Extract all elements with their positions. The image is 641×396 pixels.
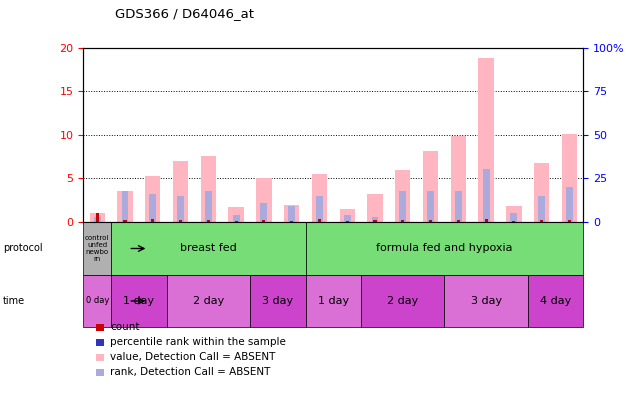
Bar bbox=[367, 194, 383, 222]
Bar bbox=[510, 213, 517, 222]
Text: count: count bbox=[110, 322, 140, 332]
Bar bbox=[312, 174, 327, 222]
Bar bbox=[374, 220, 376, 222]
Bar bbox=[528, 275, 583, 327]
Text: 2 day: 2 day bbox=[387, 296, 419, 306]
Bar bbox=[83, 222, 111, 275]
Text: GDS366 / D64046_at: GDS366 / D64046_at bbox=[115, 7, 254, 20]
Text: 4 day: 4 day bbox=[540, 296, 571, 306]
Text: 1 day: 1 day bbox=[318, 296, 349, 306]
Bar bbox=[179, 220, 182, 222]
Bar bbox=[111, 275, 167, 327]
Bar bbox=[340, 209, 355, 222]
Bar bbox=[228, 207, 244, 222]
Bar bbox=[117, 191, 133, 222]
Bar bbox=[429, 220, 432, 222]
Text: 2 day: 2 day bbox=[193, 296, 224, 306]
Bar bbox=[455, 191, 462, 222]
Bar bbox=[395, 170, 410, 222]
Bar bbox=[201, 156, 216, 222]
Bar bbox=[149, 194, 156, 222]
Bar bbox=[122, 191, 128, 222]
Bar bbox=[372, 217, 378, 222]
Bar bbox=[401, 220, 404, 222]
Text: percentile rank within the sample: percentile rank within the sample bbox=[110, 337, 286, 347]
Bar bbox=[344, 215, 351, 222]
Text: formula fed and hypoxia: formula fed and hypoxia bbox=[376, 244, 513, 253]
Bar bbox=[173, 161, 188, 222]
Text: 1 day: 1 day bbox=[123, 296, 154, 306]
Bar bbox=[361, 275, 444, 327]
Text: protocol: protocol bbox=[3, 244, 43, 253]
Bar bbox=[207, 220, 210, 222]
Bar bbox=[512, 221, 515, 222]
Bar bbox=[235, 221, 238, 222]
Bar bbox=[485, 219, 488, 222]
Bar bbox=[451, 136, 466, 222]
Bar bbox=[562, 134, 577, 222]
Bar bbox=[568, 220, 571, 222]
Text: breast fed: breast fed bbox=[180, 244, 237, 253]
Text: 0 day: 0 day bbox=[85, 297, 109, 305]
Bar bbox=[90, 213, 105, 222]
Bar bbox=[111, 222, 306, 275]
Bar bbox=[478, 58, 494, 222]
Text: time: time bbox=[3, 296, 26, 306]
Bar bbox=[290, 221, 293, 222]
Text: value, Detection Call = ABSENT: value, Detection Call = ABSENT bbox=[110, 352, 276, 362]
Bar bbox=[540, 220, 543, 222]
Bar bbox=[538, 196, 545, 222]
Bar bbox=[145, 177, 160, 222]
Text: 3 day: 3 day bbox=[262, 296, 294, 306]
Bar bbox=[566, 187, 573, 222]
Bar bbox=[256, 178, 272, 222]
Bar bbox=[316, 196, 323, 222]
Bar bbox=[205, 191, 212, 222]
Bar bbox=[260, 203, 267, 222]
Bar bbox=[306, 222, 583, 275]
Bar bbox=[151, 219, 154, 222]
Bar bbox=[94, 217, 101, 222]
Bar bbox=[284, 205, 299, 222]
Bar bbox=[345, 221, 349, 222]
Bar bbox=[124, 220, 126, 222]
Bar bbox=[250, 275, 306, 327]
Bar bbox=[399, 191, 406, 222]
Bar bbox=[306, 275, 361, 327]
Bar bbox=[318, 219, 321, 222]
Text: rank, Detection Call = ABSENT: rank, Detection Call = ABSENT bbox=[110, 367, 271, 377]
Bar bbox=[177, 196, 184, 222]
Bar bbox=[83, 275, 111, 327]
Bar bbox=[233, 215, 240, 222]
Bar bbox=[262, 220, 265, 222]
Text: 3 day: 3 day bbox=[470, 296, 502, 306]
Bar bbox=[506, 206, 522, 222]
Bar bbox=[534, 164, 549, 222]
Bar bbox=[288, 206, 295, 222]
Bar bbox=[167, 275, 250, 327]
Bar bbox=[427, 191, 434, 222]
Bar bbox=[483, 169, 490, 222]
Bar bbox=[457, 220, 460, 222]
Bar bbox=[96, 213, 99, 222]
Bar bbox=[444, 275, 528, 327]
Bar bbox=[423, 151, 438, 222]
Text: control
unfed
newbo
rn: control unfed newbo rn bbox=[85, 235, 110, 262]
